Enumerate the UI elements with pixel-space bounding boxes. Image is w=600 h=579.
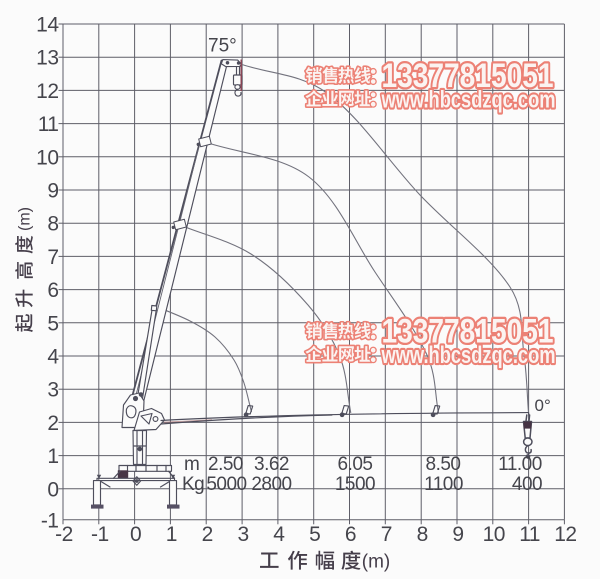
svg-text:6: 6 (47, 279, 58, 302)
svg-text:4: 4 (47, 346, 59, 369)
svg-text:2: 2 (47, 412, 58, 435)
svg-text:1500: 1500 (335, 474, 375, 495)
svg-text:Kg: Kg (182, 474, 204, 495)
svg-text:3: 3 (47, 379, 58, 402)
svg-text:9: 9 (47, 180, 58, 203)
svg-text:www.hbcsdzqc.com: www.hbcsdzqc.com (381, 342, 556, 369)
svg-text:2.50: 2.50 (208, 454, 243, 475)
svg-text:-1: -1 (91, 523, 109, 546)
svg-text:5: 5 (309, 523, 320, 546)
svg-text:11: 11 (519, 523, 540, 546)
svg-text:8.50: 8.50 (426, 454, 461, 475)
svg-text:6: 6 (345, 523, 356, 546)
svg-text:-2: -2 (55, 523, 73, 546)
svg-text:11: 11 (38, 113, 59, 136)
svg-text:5000: 5000 (206, 474, 246, 495)
svg-text:m: m (184, 454, 199, 475)
svg-text:13377815051: 13377815051 (382, 313, 554, 351)
svg-text:2800: 2800 (251, 474, 291, 495)
svg-text:9: 9 (452, 523, 463, 546)
svg-text:2: 2 (202, 523, 213, 546)
svg-text:3.62: 3.62 (254, 454, 289, 475)
svg-text:10: 10 (36, 146, 58, 169)
svg-text:12: 12 (36, 80, 58, 103)
svg-text:13377815051: 13377815051 (382, 57, 554, 95)
svg-text:1100: 1100 (424, 474, 463, 495)
svg-text:400: 400 (512, 474, 542, 495)
svg-text:11.00: 11.00 (498, 454, 542, 475)
svg-text:7: 7 (381, 523, 392, 546)
svg-text:7: 7 (47, 246, 58, 269)
svg-text:8: 8 (417, 523, 428, 546)
svg-text:1: 1 (47, 445, 58, 468)
svg-text:13: 13 (36, 47, 58, 70)
svg-text:6.05: 6.05 (338, 454, 373, 475)
svg-text:12: 12 (554, 523, 576, 546)
svg-text:5: 5 (47, 312, 58, 335)
svg-text:3: 3 (238, 523, 249, 546)
svg-text:1: 1 (166, 523, 177, 546)
svg-text:(m): (m) (362, 552, 390, 573)
svg-text:14: 14 (36, 14, 59, 37)
svg-text:0: 0 (47, 478, 58, 501)
svg-text:-1: -1 (41, 509, 59, 532)
svg-text:4: 4 (273, 523, 285, 546)
svg-text:www.hbcsdzqc.com: www.hbcsdzqc.com (381, 87, 556, 114)
svg-text:0: 0 (130, 523, 141, 546)
svg-text:(m): (m) (17, 207, 34, 231)
svg-text:8: 8 (47, 213, 58, 236)
svg-text:75°: 75° (208, 36, 237, 57)
svg-text:0°: 0° (535, 396, 551, 415)
svg-text:10: 10 (483, 523, 505, 546)
